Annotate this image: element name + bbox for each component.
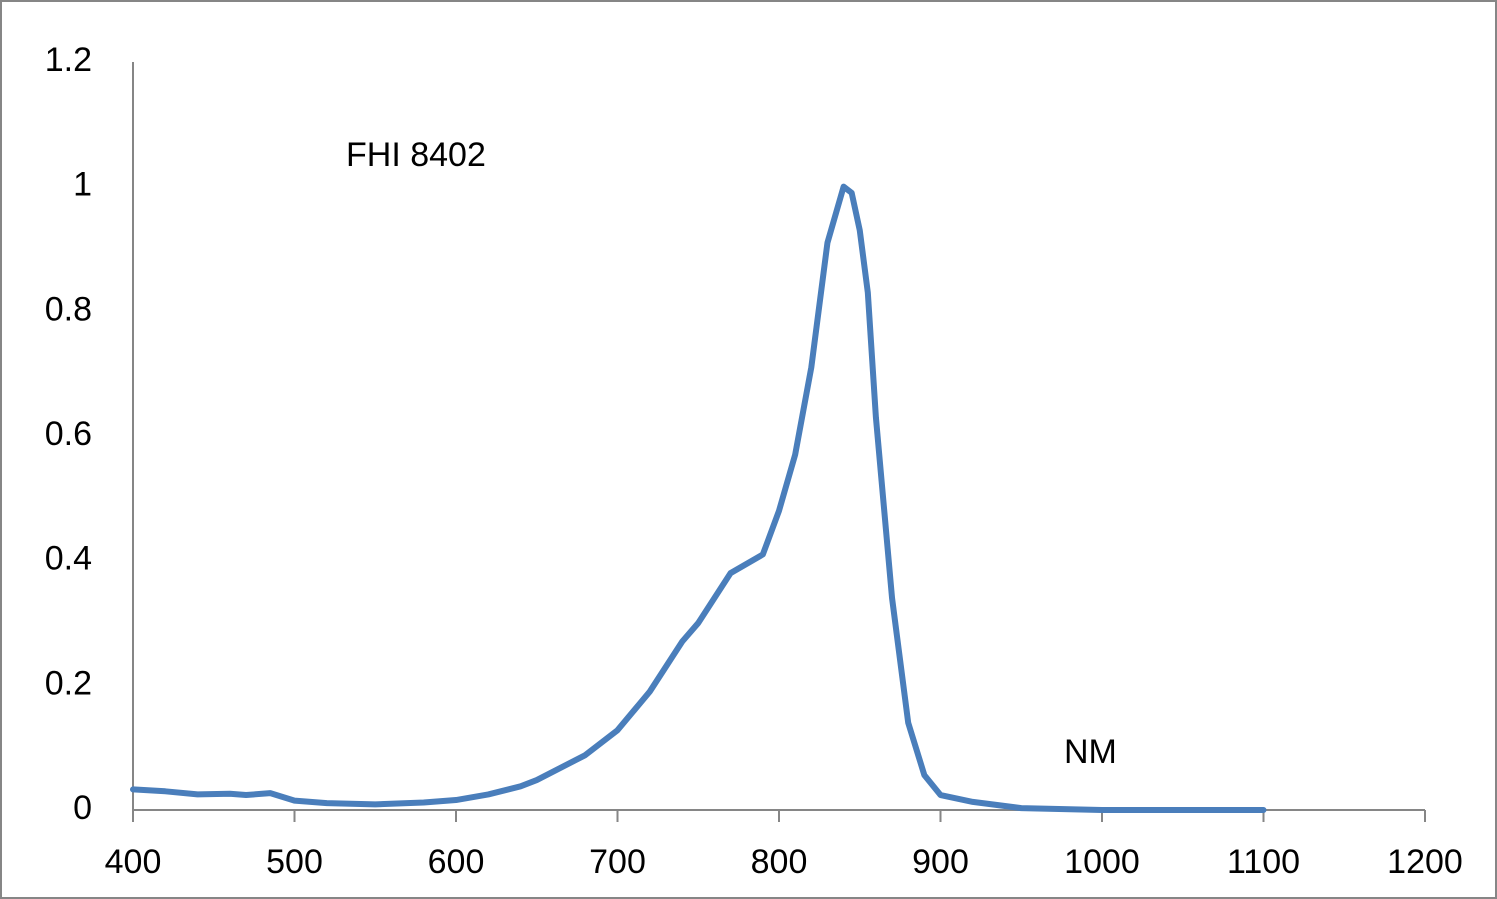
y-tick-label: 0.2 (45, 664, 92, 702)
x-tick-label: 400 (105, 843, 162, 881)
y-tick-label: 0.8 (45, 290, 92, 328)
y-tick-label: 0.6 (45, 415, 92, 453)
y-tick-label: 1.2 (45, 41, 92, 79)
annotation: FHI 8402 (346, 136, 486, 174)
x-tick-label: 1000 (1064, 843, 1140, 881)
y-tick-label: 0 (73, 789, 92, 827)
y-tick-label: 1 (73, 166, 92, 204)
x-tick-label: 500 (266, 843, 323, 881)
x-tick-label: 800 (751, 843, 808, 881)
x-tick-label: 600 (428, 843, 485, 881)
y-tick-label: 0.4 (45, 540, 92, 578)
x-tick-label: 700 (589, 843, 646, 881)
annotation: NM (1064, 733, 1117, 771)
x-tick-label: 1200 (1387, 843, 1463, 881)
data-line (130, 183, 1267, 813)
x-tick-label: 1100 (1227, 843, 1300, 881)
x-tick-label: 900 (912, 843, 969, 881)
